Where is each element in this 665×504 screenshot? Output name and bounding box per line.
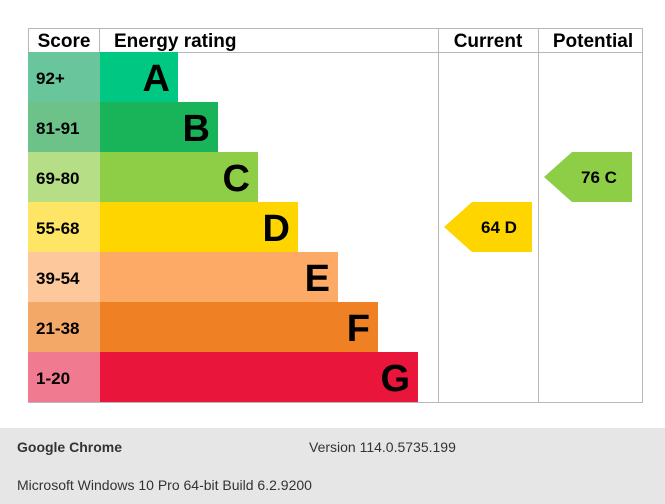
band-bar-c bbox=[100, 152, 258, 202]
band-bar-e bbox=[100, 252, 338, 302]
os-info: Microsoft Windows 10 Pro 64-bit Build 6.… bbox=[17, 477, 312, 493]
score-cell-b bbox=[28, 102, 100, 152]
score-range-f: 21-38 bbox=[36, 319, 79, 338]
header-current: Current bbox=[454, 31, 523, 52]
band-bar-g bbox=[100, 352, 418, 402]
score-range-b: 81-91 bbox=[36, 119, 79, 138]
band-letter-f: F bbox=[347, 308, 370, 350]
score-cell-c bbox=[28, 152, 100, 202]
score-range-e: 39-54 bbox=[36, 269, 80, 288]
score-range-c: 69-80 bbox=[36, 169, 79, 188]
current-rating-label: 64 D bbox=[481, 218, 517, 237]
epc-chart: Score Energy rating Current Potential 92… bbox=[28, 28, 643, 403]
browser-name: Google Chrome bbox=[17, 439, 123, 455]
score-cell-f bbox=[28, 302, 100, 352]
header-potential: Potential bbox=[553, 31, 633, 52]
band-letter-d: D bbox=[263, 208, 290, 250]
score-range-a: 92+ bbox=[36, 69, 65, 88]
score-cell-a bbox=[28, 52, 100, 102]
band-letter-g: G bbox=[380, 358, 410, 400]
score-range-d: 55-68 bbox=[36, 219, 79, 238]
current-rating-arrow bbox=[444, 202, 532, 252]
band-bar-b bbox=[100, 102, 218, 152]
header-score: Score bbox=[38, 31, 91, 52]
header-energy-rating: Energy rating bbox=[114, 31, 236, 52]
score-range-g: 1-20 bbox=[36, 369, 70, 388]
band-bar-d bbox=[100, 202, 298, 252]
score-cell-e bbox=[28, 252, 100, 302]
browser-info-footer: Google Chrome Version 114.0.5735.199 Mic… bbox=[0, 428, 665, 504]
potential-rating-arrow bbox=[544, 152, 632, 202]
band-letter-e: E bbox=[305, 258, 330, 300]
band-letter-a: A bbox=[143, 58, 170, 100]
score-cell-g bbox=[28, 352, 100, 402]
browser-version: Version 114.0.5735.199 bbox=[309, 439, 456, 455]
rating-bands: 92+ A 81-91 B 69-80 C 55-68 D 39-54 E 21-38 F 1-20 G bbox=[28, 52, 418, 402]
rating-markers: 64 D 76 C bbox=[444, 152, 632, 252]
score-cell-d bbox=[28, 202, 100, 252]
potential-rating-label: 76 C bbox=[581, 168, 617, 187]
band-letter-c: C bbox=[223, 158, 250, 200]
band-letter-b: B bbox=[183, 108, 210, 150]
band-bar-a bbox=[100, 52, 178, 102]
band-bar-f bbox=[100, 302, 378, 352]
